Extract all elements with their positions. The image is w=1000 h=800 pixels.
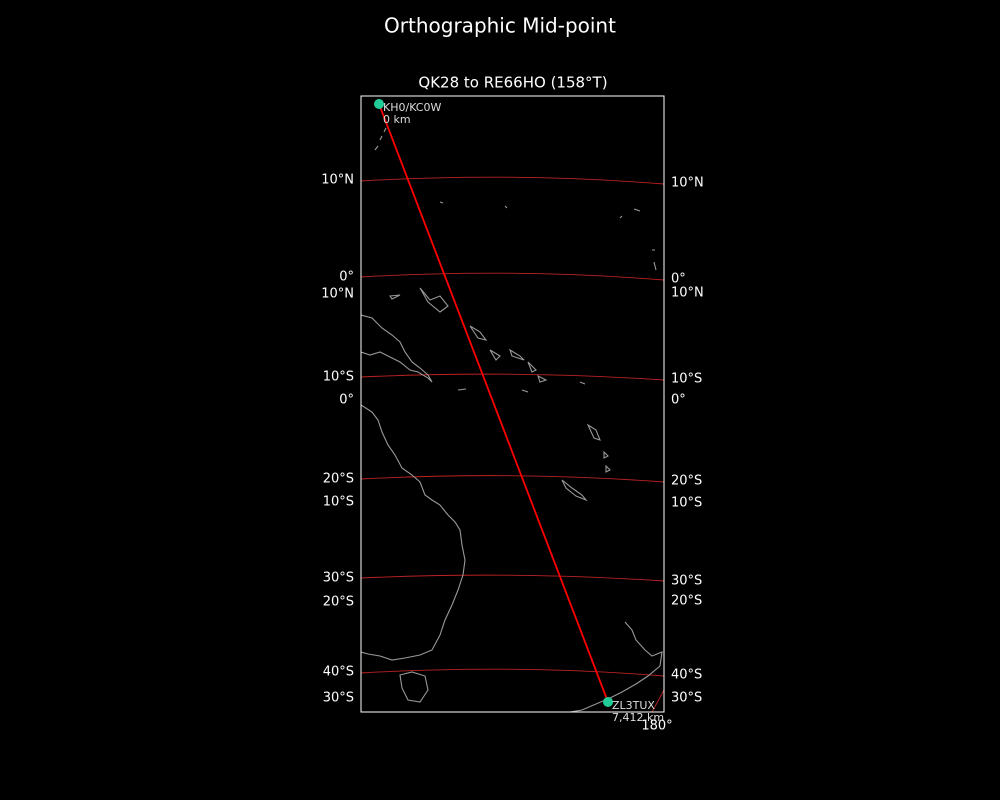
latitude-label: 20°S — [671, 474, 702, 489]
graticule — [651, 689, 664, 712]
coastline — [399, 671, 429, 703]
start-call: KH0/KC0W — [383, 101, 441, 114]
start-distance: 0 km — [383, 113, 411, 126]
latitude-label: 40°S — [323, 665, 354, 680]
map: KH0/KC0W 0 km ZL3TUX 7,412 km 180° — [360, 95, 673, 734]
latitude-label: 0° — [671, 393, 686, 408]
latitude-label: 10°S — [671, 372, 702, 387]
latitude-label: 10°N — [321, 287, 354, 302]
coastline — [374, 127, 657, 393]
end-distance: 7,412 km — [612, 711, 664, 724]
latitude-label: 30°S — [323, 571, 354, 586]
start-marker — [374, 99, 384, 109]
end-marker — [603, 697, 613, 707]
latitude-label: 10°S — [323, 370, 354, 385]
latitude-label: 0° — [339, 270, 354, 285]
map-title: QK28 to RE66HO (158°T) — [418, 74, 607, 92]
coastline — [361, 404, 466, 661]
latitude-label: 0° — [339, 393, 354, 408]
latitude-label: 40°S — [671, 668, 702, 683]
latitude-label: 20°S — [323, 595, 354, 610]
great-circle-path — [378, 103, 609, 703]
coastline — [389, 287, 449, 313]
latitude-label: 20°S — [323, 472, 354, 487]
latitude-label: 10°N — [671, 176, 704, 191]
graticule — [361, 475, 664, 483]
map-content — [361, 99, 664, 712]
map-frame — [360, 95, 665, 713]
latitude-label: 10°S — [671, 496, 702, 511]
longitude-label: 180° — [641, 719, 672, 734]
graticule — [361, 176, 664, 185]
left-labels: 10°N 0° 10°N 10°S 0° 20°S 10°S 30°S 20°S 40°S 30°S — [321, 173, 354, 706]
latitude-label: 20°S — [671, 594, 702, 609]
graticule — [361, 272, 664, 281]
coastline — [561, 479, 588, 502]
coastline — [586, 423, 611, 473]
coastline — [469, 325, 548, 383]
latitude-label: 30°S — [671, 691, 702, 706]
latitude-label: 0° — [671, 272, 686, 287]
graticule — [361, 574, 664, 582]
graticule — [361, 668, 664, 677]
latitude-label: 10°S — [323, 495, 354, 510]
latitude-label: 10°N — [321, 173, 354, 188]
latitude-label: 30°S — [671, 574, 702, 589]
coastline — [361, 314, 433, 383]
latitude-label: 10°N — [671, 286, 704, 301]
latitude-label: 30°S — [323, 691, 354, 706]
figure-title: Orthographic Mid-point — [384, 14, 616, 38]
graticule — [361, 373, 664, 381]
right-labels: 10°N0°10°N10°S0°20°S10°S30°S20°S40°S30°S — [671, 176, 704, 706]
coastline — [569, 621, 663, 712]
end-call: ZL3TUX — [612, 699, 655, 712]
